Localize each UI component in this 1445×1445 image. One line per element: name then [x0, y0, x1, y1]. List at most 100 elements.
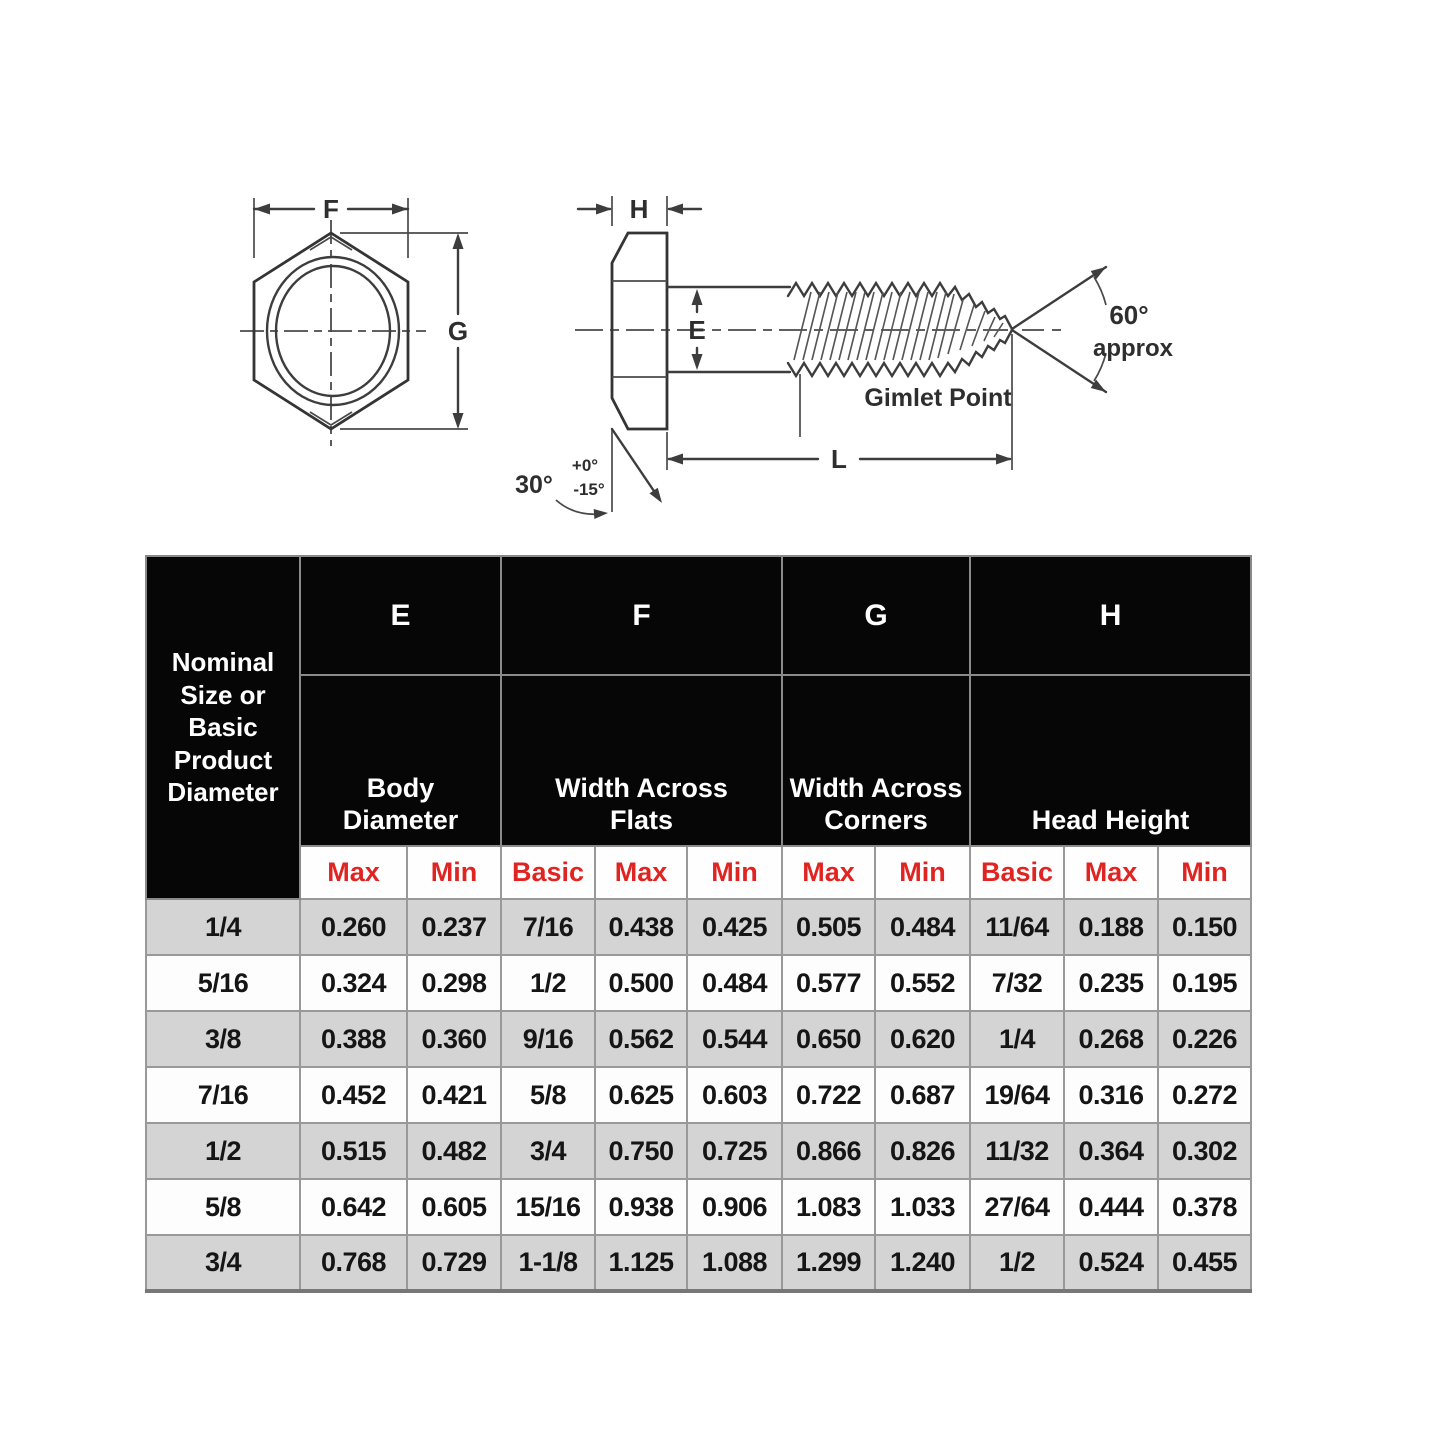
- value-cell: 0.725: [686, 1122, 784, 1180]
- value-cell: 1.240: [874, 1234, 972, 1292]
- hex-head-front-view: F G: [240, 194, 468, 446]
- value-cell: 0.524: [1063, 1234, 1160, 1292]
- group-label-width-across-corners: Width Across Corners: [781, 674, 972, 847]
- value-cell: 5/8: [500, 1066, 597, 1124]
- value-cell: 0.605: [405, 1178, 503, 1236]
- value-cell: 0.620: [874, 1010, 972, 1068]
- value-cell: 0.150: [1157, 898, 1253, 956]
- value-cell: 0.364: [1063, 1122, 1160, 1180]
- point-angle-label: 60°: [1109, 300, 1148, 330]
- nominal-size-cell: 5/8: [145, 1178, 301, 1236]
- value-cell: 0.938: [594, 1178, 689, 1236]
- value-cell: 1.299: [781, 1234, 877, 1292]
- value-cell: 0.642: [299, 1178, 408, 1236]
- subheader-f-basic: Basic: [500, 845, 597, 900]
- value-cell: 0.388: [299, 1010, 408, 1068]
- value-cell: 0.515: [299, 1122, 408, 1180]
- value-cell: 7/32: [969, 954, 1066, 1012]
- value-cell: 1/4: [969, 1010, 1066, 1068]
- point-angle-approx-label: approx: [1093, 335, 1174, 362]
- value-cell: 0.906: [686, 1178, 784, 1236]
- value-cell: 0.268: [1063, 1010, 1160, 1068]
- value-cell: 0.302: [1157, 1122, 1253, 1180]
- dim-label-f: F: [323, 194, 339, 224]
- table-row: 5/8 0.642 0.605 15/16 0.938 0.906 1.083 1.033 27…: [145, 1178, 1253, 1236]
- group-label-width-across-flats: Width Across Flats: [500, 674, 784, 847]
- nominal-size-cell: 5/16: [145, 954, 301, 1012]
- chamfer-angle-label: 30°: [515, 471, 553, 499]
- subheader-e-min: Min: [405, 845, 503, 900]
- subheader-h-min: Min: [1157, 845, 1253, 900]
- nominal-size-cell: 3/8: [145, 1010, 301, 1068]
- value-cell: 0.316: [1063, 1066, 1160, 1124]
- value-cell: 0.768: [299, 1234, 408, 1292]
- value-cell: 0.482: [405, 1122, 503, 1180]
- value-cell: 0.687: [874, 1066, 972, 1124]
- group-label-body-diameter: Body Diameter: [298, 674, 503, 847]
- value-cell: 0.438: [594, 898, 689, 956]
- value-cell: 0.577: [781, 954, 877, 1012]
- value-cell: 19/64: [969, 1066, 1066, 1124]
- value-cell: 0.444: [1063, 1178, 1160, 1236]
- group-header-F: F: [500, 555, 784, 676]
- value-cell: 1.083: [781, 1178, 877, 1236]
- value-cell: 27/64: [969, 1178, 1066, 1236]
- nominal-size-cell: 1/4: [145, 898, 301, 956]
- table-row: 1/2 0.515 0.482 3/4 0.750 0.725 0.866 0.826 11/3…: [145, 1122, 1253, 1180]
- value-cell: 1/2: [969, 1234, 1066, 1292]
- subheader-e-max: Max: [299, 845, 408, 900]
- value-cell: 0.603: [686, 1066, 784, 1124]
- value-cell: 0.826: [874, 1122, 972, 1180]
- chamfer-tol-minus-label: -15°: [573, 480, 605, 499]
- value-cell: 0.324: [299, 954, 408, 1012]
- dim-label-g: G: [448, 316, 468, 346]
- table-row: 1/4 0.260 0.237 7/16 0.438 0.425 0.505 0.484 11/…: [145, 898, 1253, 956]
- value-cell: 0.260: [299, 898, 408, 956]
- value-cell: 0.226: [1157, 1010, 1253, 1068]
- value-cell: 0.729: [405, 1234, 503, 1292]
- value-cell: 0.378: [1157, 1178, 1253, 1236]
- corner-header-text: Nominal Size or Basic Product Diameter: [167, 647, 279, 808]
- value-cell: 0.455: [1157, 1234, 1253, 1292]
- group-header-E: E: [298, 555, 503, 676]
- gimlet-point-label: Gimlet Point: [864, 384, 1012, 412]
- value-cell: 0.421: [405, 1066, 503, 1124]
- dim-label-h: H: [630, 194, 649, 224]
- value-cell: 0.298: [405, 954, 503, 1012]
- value-cell: 9/16: [500, 1010, 597, 1068]
- subheader-h-max: Max: [1063, 845, 1160, 900]
- value-cell: 0.237: [405, 898, 503, 956]
- subheader-g-min: Min: [874, 845, 972, 900]
- dim-label-e: E: [688, 315, 705, 345]
- value-cell: 0.272: [1157, 1066, 1253, 1124]
- value-cell: 0.360: [405, 1010, 503, 1068]
- value-cell: 0.425: [686, 898, 784, 956]
- value-cell: 0.562: [594, 1010, 689, 1068]
- value-cell: 0.722: [781, 1066, 877, 1124]
- thread-hatching: [793, 291, 1004, 361]
- chamfer-tol-plus-label: +0°: [572, 456, 598, 475]
- value-cell: 1.033: [874, 1178, 972, 1236]
- subheader-f-max: Max: [594, 845, 689, 900]
- dimension-table: Nominal Size or Basic Product Diameter E…: [145, 555, 1253, 1293]
- value-cell: 0.452: [299, 1066, 408, 1124]
- value-cell: 1.088: [686, 1234, 784, 1292]
- value-cell: 0.544: [686, 1010, 784, 1068]
- lag-screw-technical-drawing: F G H E: [240, 194, 1174, 519]
- subheader-h-basic: Basic: [969, 845, 1066, 900]
- nominal-size-cell: 1/2: [145, 1122, 301, 1180]
- table-row: 3/8 0.388 0.360 9/16 0.562 0.544 0.650 0.620 1/4…: [145, 1010, 1253, 1068]
- value-cell: 0.750: [594, 1122, 689, 1180]
- table-row: 3/4 0.768 0.729 1-1/8 1.125 1.088 1.299 1.240 1/…: [145, 1234, 1253, 1292]
- nominal-size-cell: 7/16: [145, 1066, 301, 1124]
- value-cell: 0.625: [594, 1066, 689, 1124]
- value-cell: 0.484: [686, 954, 784, 1012]
- value-cell: 0.195: [1157, 954, 1253, 1012]
- value-cell: 7/16: [500, 898, 597, 956]
- value-cell: 0.505: [781, 898, 877, 956]
- value-cell: 15/16: [500, 1178, 597, 1236]
- group-label-head-height: Head Height: [969, 674, 1253, 847]
- dim-label-l: L: [831, 444, 847, 474]
- value-cell: 1/2: [500, 954, 597, 1012]
